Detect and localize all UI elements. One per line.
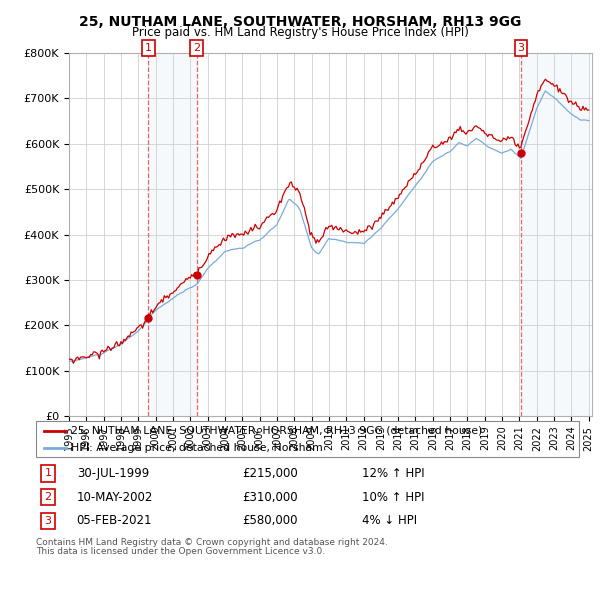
Text: 05-FEB-2021: 05-FEB-2021: [77, 514, 152, 527]
Text: £580,000: £580,000: [242, 514, 298, 527]
Text: 12% ↑ HPI: 12% ↑ HPI: [362, 467, 424, 480]
Text: £310,000: £310,000: [242, 490, 298, 504]
Text: 3: 3: [517, 43, 524, 53]
Text: 4% ↓ HPI: 4% ↓ HPI: [362, 514, 417, 527]
Text: 25, NUTHAM LANE, SOUTHWATER, HORSHAM, RH13 9GG: 25, NUTHAM LANE, SOUTHWATER, HORSHAM, RH…: [79, 15, 521, 30]
Text: 3: 3: [44, 516, 52, 526]
Text: 1: 1: [44, 468, 52, 478]
Bar: [148, 53, 197, 416]
Text: 25, NUTHAM LANE, SOUTHWATER, HORSHAM, RH13 9GG (detached house): 25, NUTHAM LANE, SOUTHWATER, HORSHAM, RH…: [71, 426, 482, 436]
Text: 2: 2: [193, 43, 200, 53]
Text: 2: 2: [44, 492, 52, 502]
Text: £215,000: £215,000: [242, 467, 298, 480]
Text: 10% ↑ HPI: 10% ↑ HPI: [362, 490, 424, 504]
Text: HPI: Average price, detached house, Horsham: HPI: Average price, detached house, Hors…: [71, 443, 323, 453]
Text: Contains HM Land Registry data © Crown copyright and database right 2024.: Contains HM Land Registry data © Crown c…: [36, 538, 388, 547]
Text: This data is licensed under the Open Government Licence v3.0.: This data is licensed under the Open Gov…: [36, 547, 325, 556]
Text: 10-MAY-2002: 10-MAY-2002: [77, 490, 153, 504]
Text: Price paid vs. HM Land Registry's House Price Index (HPI): Price paid vs. HM Land Registry's House …: [131, 26, 469, 39]
Text: 1: 1: [145, 43, 152, 53]
Text: 30-JUL-1999: 30-JUL-1999: [77, 467, 149, 480]
Bar: [521, 53, 589, 416]
